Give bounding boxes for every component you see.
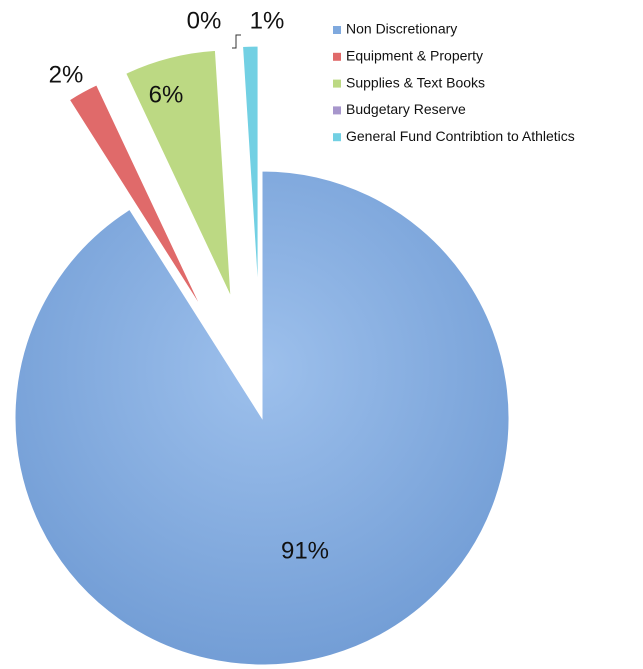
legend-label: Supplies & Text Books <box>346 74 485 90</box>
pie-slice <box>242 45 259 294</box>
pie-slice <box>125 49 232 298</box>
slice-label: 91% <box>281 537 329 564</box>
leader-line <box>232 34 241 49</box>
slice-label: 6% <box>149 81 184 108</box>
legend-label: General Fund Contribtion to Athletics <box>346 128 575 144</box>
legend-label: Non Discretionary <box>346 21 457 37</box>
legend-label: Equipment & Property <box>346 48 483 64</box>
slice-label: 0% <box>187 7 222 34</box>
slice-label: 1% <box>250 7 285 34</box>
pie-slice <box>238 46 255 294</box>
legend-swatch <box>333 79 341 88</box>
pie-slice <box>14 170 510 666</box>
slice-label: 2% <box>49 61 84 88</box>
legend-swatch <box>333 52 341 61</box>
legend-label: Budgetary Reserve <box>346 101 466 117</box>
legend-swatch <box>333 133 341 142</box>
legend-swatch <box>333 26 341 34</box>
legend-swatch <box>333 106 341 115</box>
pie-slice <box>68 84 203 309</box>
